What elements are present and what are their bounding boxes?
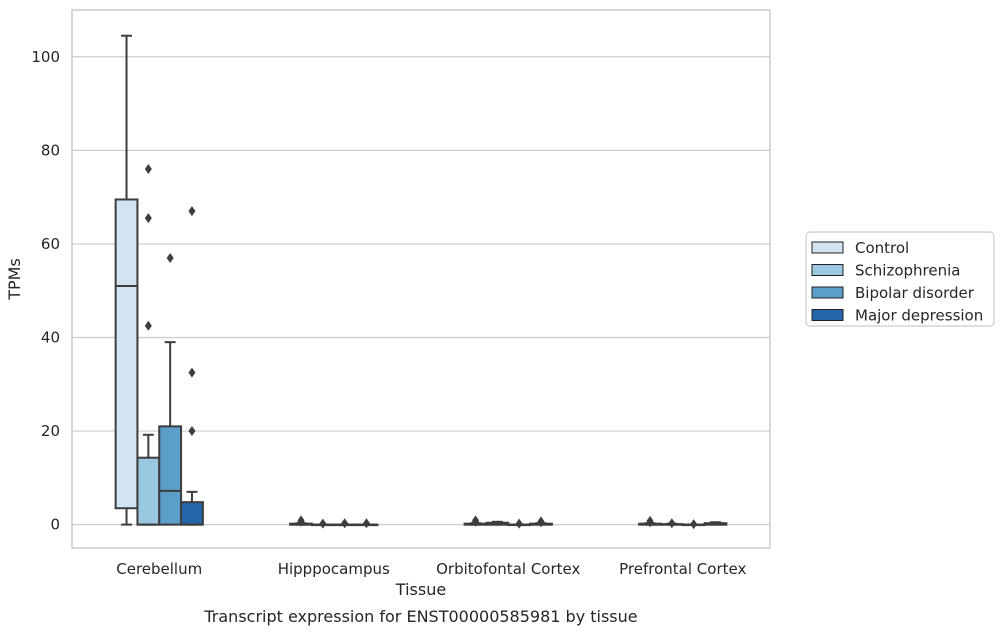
iqr-box bbox=[136, 456, 161, 526]
outlier-point bbox=[166, 252, 174, 263]
outlier-point bbox=[341, 518, 349, 529]
outlier-point bbox=[690, 519, 698, 530]
box-2-1 bbox=[485, 520, 510, 526]
legend-swatch bbox=[811, 241, 844, 254]
legend: Control Schizophrenia Bipolar disorder Majo… bbox=[805, 231, 995, 327]
box-3-0 bbox=[638, 515, 662, 528]
x-axis-ticks: Cerebellum Hipppocampus Orbitofontal Corte… bbox=[116, 560, 746, 578]
y-tick-label: 40 bbox=[41, 328, 60, 346]
box-0-3 bbox=[180, 206, 204, 526]
legend-swatch bbox=[811, 309, 844, 321]
x-tick-label: Hipppocampus bbox=[278, 560, 390, 578]
plot-frame bbox=[71, 9, 771, 549]
chart-caption: Transcript expression for ENST0000058598… bbox=[203, 607, 637, 626]
outlier-point bbox=[668, 518, 676, 529]
y-tick-label: 60 bbox=[41, 235, 60, 253]
x-tick-label: Cerebellum bbox=[116, 560, 202, 578]
y-axis-ticks: 0 20 40 60 80 100 bbox=[31, 48, 60, 534]
iqr-box bbox=[180, 501, 204, 526]
outlier-point bbox=[188, 426, 196, 437]
box-0-2 bbox=[158, 252, 183, 526]
box-2-3 bbox=[529, 516, 553, 528]
outlier-point bbox=[297, 515, 305, 526]
legend-label: Bipolar disorder bbox=[855, 284, 975, 302]
y-tick-label: 100 bbox=[31, 48, 60, 66]
iqr-box bbox=[158, 425, 183, 526]
legend-swatch bbox=[811, 286, 844, 299]
legend-swatch bbox=[811, 264, 844, 276]
box-2-0 bbox=[463, 515, 488, 527]
outlier-point bbox=[646, 515, 654, 526]
outlier-point bbox=[515, 518, 523, 529]
outlier-point bbox=[188, 206, 196, 217]
box-3-2 bbox=[681, 519, 706, 530]
legend-frame bbox=[805, 231, 995, 327]
legend-label: Schizophrenia bbox=[855, 262, 960, 280]
y-axis-label: TPMs bbox=[5, 258, 24, 301]
outlier-point bbox=[319, 518, 327, 529]
x-tick-label: Orbitofontal Cortex bbox=[436, 560, 580, 578]
outlier-point bbox=[144, 320, 152, 331]
x-tick-label: Prefrontal Cortex bbox=[619, 560, 746, 578]
box-1-0 bbox=[289, 515, 313, 527]
outlier-point bbox=[537, 516, 545, 527]
iqr-box bbox=[114, 198, 139, 510]
box-1-2 bbox=[332, 518, 357, 529]
outlier-point bbox=[144, 213, 152, 224]
outlier-point bbox=[188, 367, 196, 378]
y-tick-label: 0 bbox=[50, 516, 60, 534]
legend-label: Major depression bbox=[855, 307, 983, 325]
y-tick-label: 20 bbox=[41, 422, 60, 440]
box-0-1 bbox=[136, 164, 161, 526]
y-tick-label: 80 bbox=[41, 141, 60, 159]
outlier-point bbox=[472, 515, 480, 526]
boxes-layer bbox=[114, 34, 728, 530]
box-2-2 bbox=[507, 518, 532, 529]
legend-label: Control bbox=[855, 239, 909, 257]
box-0-0 bbox=[114, 34, 139, 526]
box-3-1 bbox=[659, 518, 684, 529]
outlier-point bbox=[144, 164, 152, 175]
x-axis-label: Tissue bbox=[395, 580, 446, 599]
box-1-3 bbox=[354, 518, 379, 529]
outlier-point bbox=[362, 518, 370, 529]
box-3-3 bbox=[703, 521, 728, 526]
box-1-1 bbox=[310, 518, 335, 529]
